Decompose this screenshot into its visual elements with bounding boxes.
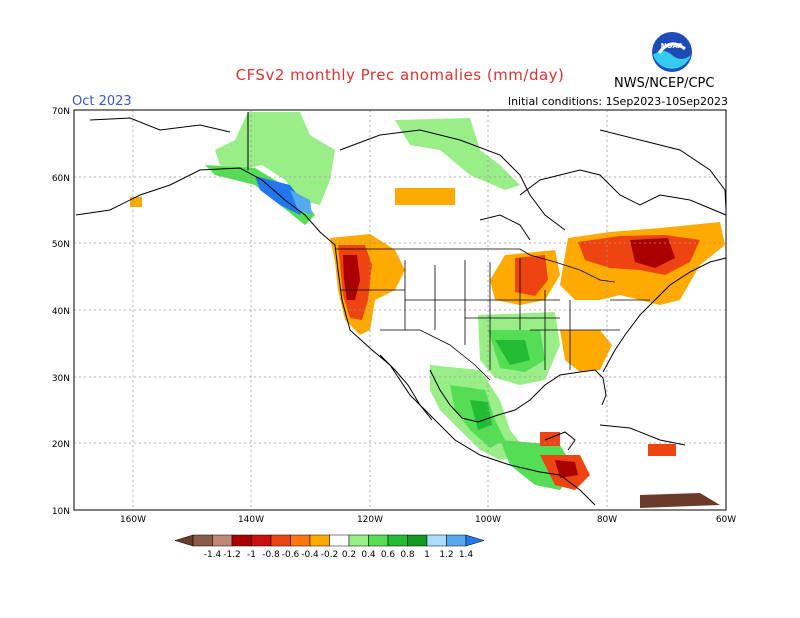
legend-label: 1.4 bbox=[459, 550, 474, 560]
agency-label: NWS/NCEP/CPC bbox=[614, 76, 715, 91]
lon-label: 140W bbox=[238, 515, 264, 525]
lat-label: 60N bbox=[52, 174, 70, 184]
legend-arrow-left bbox=[174, 534, 194, 547]
legend-label: -1.4 bbox=[204, 550, 222, 560]
legend-swatch bbox=[426, 534, 447, 547]
lat-labels: 70N 60N 50N 40N 30N 20N 10N bbox=[52, 107, 70, 517]
legend-swatch bbox=[387, 534, 408, 547]
initial-conditions: Initial conditions: 1Sep2023-10Sep2023 bbox=[507, 95, 728, 108]
legend-swatch bbox=[290, 534, 311, 547]
legend-arrow-right bbox=[465, 534, 485, 547]
legend-label: -1 bbox=[247, 550, 256, 560]
lon-label: 120W bbox=[357, 515, 383, 525]
legend-label: 1.2 bbox=[439, 550, 453, 560]
legend-swatch bbox=[192, 534, 213, 547]
lat-label: 30N bbox=[52, 374, 70, 384]
legend-swatch bbox=[231, 534, 252, 547]
legend-swatch bbox=[368, 534, 389, 547]
lon-labels: 160W 140W 120W 100W 80W 60W bbox=[120, 515, 736, 525]
lon-label: 80W bbox=[597, 515, 617, 525]
lat-label: 70N bbox=[52, 107, 70, 117]
legend-label: 0.8 bbox=[400, 550, 415, 560]
logo-text: NOAA bbox=[661, 42, 684, 50]
lon-label: 100W bbox=[475, 515, 501, 525]
legend-label: -0.4 bbox=[301, 550, 319, 560]
graticule bbox=[74, 110, 726, 510]
legend-swatch bbox=[270, 534, 291, 547]
legend-swatch bbox=[348, 534, 369, 547]
lat-label: 20N bbox=[52, 440, 70, 450]
legend-label: -0.6 bbox=[282, 550, 300, 560]
lon-label: 160W bbox=[120, 515, 146, 525]
legend-swatch bbox=[329, 534, 350, 547]
legend-label: -1.2 bbox=[223, 550, 241, 560]
lat-label: 40N bbox=[52, 307, 70, 317]
lat-label: 10N bbox=[52, 507, 70, 517]
legend-swatch bbox=[309, 534, 330, 547]
anomaly-shading bbox=[130, 112, 725, 508]
map-title: CFSv2 monthly Prec anomalies (mm/day) bbox=[235, 66, 565, 84]
legend-label: 1 bbox=[424, 550, 430, 560]
legend-label: 0.6 bbox=[381, 550, 396, 560]
lat-label: 50N bbox=[52, 240, 70, 250]
legend-swatch bbox=[251, 534, 272, 547]
map-frame bbox=[73, 109, 727, 511]
legend-label: 0.4 bbox=[361, 550, 376, 560]
legend-label: -0.8 bbox=[262, 550, 280, 560]
legend-label: 0.2 bbox=[342, 550, 356, 560]
borders bbox=[335, 248, 650, 381]
legend-label: -0.2 bbox=[321, 550, 339, 560]
legend-colorbar: -1.4 -1.2 -1 -0.8 -0.6 -0.4 -0.2 0.2 0.4 0.6 0.8 1 1… bbox=[174, 534, 485, 560]
forecast-month: Oct 2023 bbox=[72, 94, 132, 109]
legend-swatch bbox=[446, 534, 467, 547]
noaa-logo: NOAA bbox=[652, 32, 692, 72]
legend-swatch bbox=[407, 534, 428, 547]
coastlines bbox=[75, 112, 727, 506]
lon-label: 60W bbox=[716, 515, 736, 525]
legend-swatch bbox=[212, 534, 233, 547]
